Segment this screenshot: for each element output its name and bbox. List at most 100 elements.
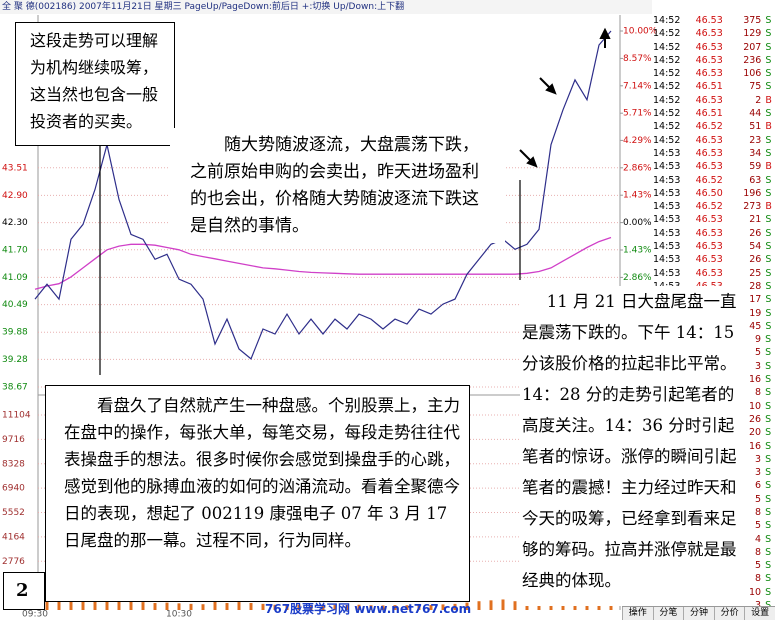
tab-button[interactable]: 分钟 [683, 607, 714, 620]
trade-row: 14:53 46.52 273 B [650, 200, 775, 213]
trade-volume: 3 [755, 453, 762, 465]
volume-bar [273, 604, 277, 610]
tab-bar: 操作 分笔 分钟 分价 设置 [622, 606, 775, 620]
trade-volume: 28 [749, 280, 762, 292]
trade-side: S [765, 520, 772, 532]
trade-side: S [765, 573, 772, 585]
trade-time: 14:53 [653, 227, 681, 239]
trade-volume: 106 [743, 68, 762, 80]
tab-button[interactable]: 设置 [744, 607, 775, 620]
trade-volume: 3 [650, 599, 761, 612]
trade-volume: 9 [755, 334, 762, 346]
volume-bar [189, 603, 193, 610]
trade-row: 20 S [650, 426, 775, 439]
trade-row: 3S [650, 599, 775, 612]
trade-volume: 25 [749, 267, 762, 279]
volume-bar [441, 604, 445, 610]
trade-volume: 2 [755, 94, 762, 106]
watermark: 767股票学习网 www.net767.com [265, 602, 472, 616]
volume-bar [57, 601, 61, 610]
trade-volume: 236 [743, 54, 762, 66]
trade-volume: 10 [748, 586, 762, 598]
volume-tick-label: 6940 [2, 484, 25, 494]
trade-volume: 23 [749, 134, 762, 146]
trade-price: 46.52 [695, 174, 723, 186]
trade-volume: 207 [743, 41, 762, 53]
trade-price: 46.53 [695, 94, 723, 106]
note-box: 随大势随波逐流，大盘震荡下跌，之前原始申购的会卖出，昨天进场盈利的也会出，价格随… [170, 128, 505, 243]
volume-bar [429, 604, 433, 610]
trade-price: 46.53 [695, 41, 723, 53]
trade-volume: 34 [749, 147, 762, 159]
trade-price: 46.53 [695, 254, 723, 266]
trade-side: S [765, 493, 772, 505]
trade-side: S [765, 586, 772, 598]
trade-side: S [765, 214, 772, 226]
volume-bar [381, 605, 385, 610]
tab-button[interactable]: 操作 [622, 607, 653, 620]
y2-tick-label: 0.00% [623, 218, 652, 228]
trade-volume: 54 [749, 241, 762, 253]
volume-bar [249, 602, 253, 610]
y2-tick-label: 7.14% [623, 81, 652, 91]
volume-bar [93, 595, 97, 610]
trade-side: S [765, 267, 772, 279]
trade-volume: 63 [749, 174, 762, 186]
volume-bar [417, 604, 421, 610]
volume-bar [309, 605, 313, 610]
trade-row: 14:53 46.53 34 S [650, 147, 775, 160]
trade-side: S [765, 347, 772, 359]
trade-price: 46.53 [695, 54, 723, 66]
trade-side: S [765, 28, 772, 40]
tab-button[interactable]: 分价 [713, 607, 745, 620]
volume-bar [405, 605, 409, 610]
trade-time: 14:52 [653, 121, 681, 133]
trade-row: 14:52 46.51 75 S [650, 80, 775, 93]
trade-volume: 16 [748, 374, 762, 386]
trade-volume: 20 [748, 427, 762, 439]
header-bar: 全 聚 德(002186) 2007年11月21日 星期三 PageUp/Pag… [0, 0, 652, 14]
trade-side: S [765, 254, 772, 266]
trade-time: 14:52 [653, 28, 681, 40]
volume-bar [369, 605, 373, 610]
trade-volume: 26 [749, 254, 762, 266]
trade-price: 46.53 [695, 267, 723, 279]
trade-price: 46.53 [695, 134, 723, 146]
trade-time: 14:52 [653, 94, 681, 106]
trade-price: 46.53 [695, 68, 723, 80]
trade-time: 14:52 [653, 68, 681, 80]
trade-row: 16 S [650, 440, 775, 453]
trade-volume: 51 [749, 121, 762, 133]
trade-volume: 8 [755, 506, 762, 518]
volume-tick-label: 9716 [2, 435, 25, 445]
volume-tick-label: 4164 [2, 532, 25, 542]
trade-time: 14:53 [653, 147, 681, 159]
trade-row: 14:52 46.53 375 S [650, 14, 775, 27]
volume-tick-label: 11104 [2, 411, 31, 421]
y-tick-label: 41.09 [2, 273, 28, 283]
trade-volume: 5 [755, 493, 762, 505]
trade-side: B [765, 121, 772, 133]
trade-volume: 59 [749, 161, 762, 173]
y-tick-label: 43.51 [2, 163, 28, 173]
tab-button[interactable]: 分笔 [652, 607, 684, 620]
page-number: 2 [3, 572, 45, 610]
trade-time: 14:52 [653, 54, 681, 66]
volume-bar [357, 604, 361, 610]
trade-price: 46.52 [695, 121, 723, 133]
volume-bar [297, 604, 301, 610]
volume-bar [477, 601, 481, 610]
trade-price: 46.53 [695, 147, 723, 159]
trade-volume: 26 [748, 413, 762, 425]
trade-side: B [765, 161, 772, 173]
y-tick-label: 38.67 [2, 383, 28, 393]
trade-price: 46.51 [695, 81, 723, 93]
trade-side: S [765, 480, 772, 492]
trade-volume: 19 [749, 307, 762, 319]
trade-time: 14:53 [653, 161, 681, 173]
